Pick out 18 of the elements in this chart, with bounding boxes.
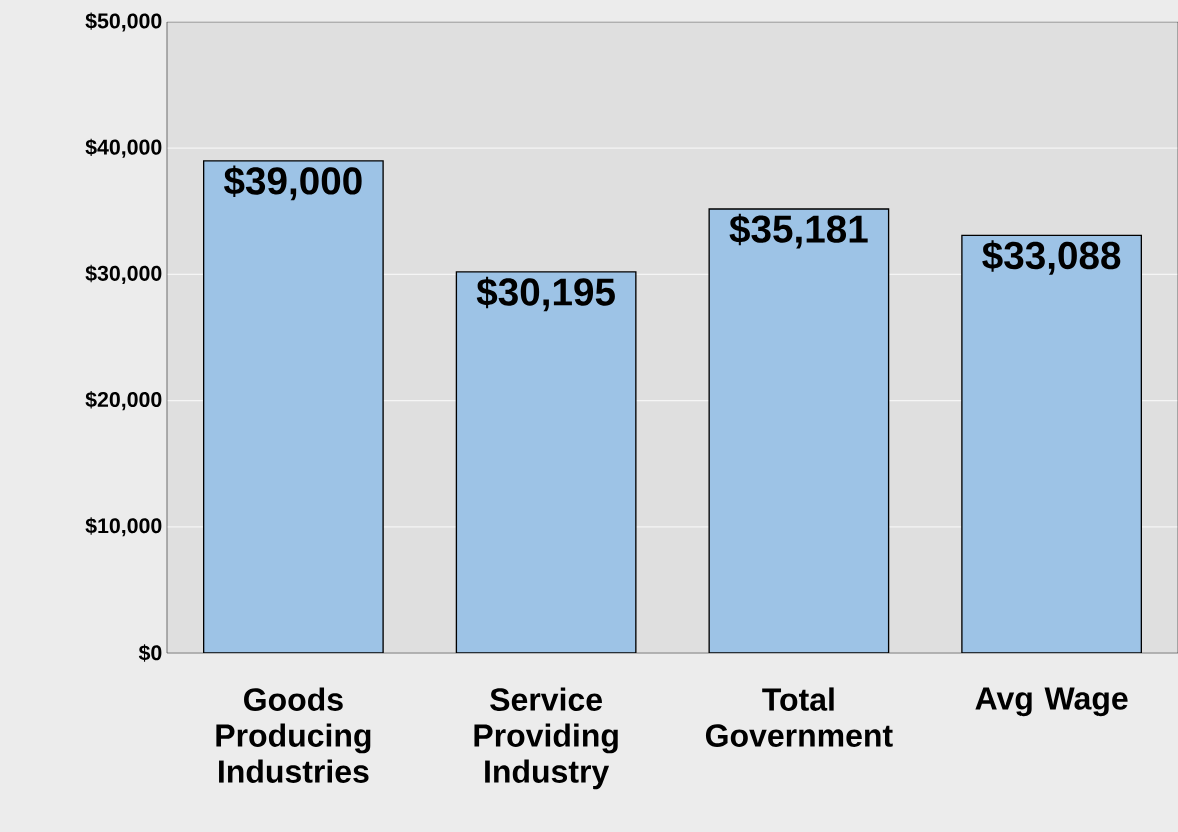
data-label: $39,000 [223, 165, 362, 201]
y-tick-label: $10,000 [85, 517, 162, 537]
data-label: $33,088 [982, 240, 1121, 275]
y-tick-label: $20,000 [85, 391, 162, 411]
bar [709, 209, 889, 653]
bar [203, 160, 384, 653]
y-tick-label: $0 [138, 644, 162, 662]
data-label: $35,181 [729, 213, 868, 249]
x-tick-label: Service Providing Industry [474, 687, 618, 790]
bar [961, 234, 1143, 653]
bar [456, 271, 636, 653]
y-tick-label: $40,000 [85, 138, 162, 158]
y-tick-label: $50,000 [85, 12, 162, 32]
data-label: $30,195 [476, 276, 615, 312]
x-tick-label: Goods Producing Industries [216, 687, 371, 783]
x-tick-label: Total Government [705, 687, 893, 747]
x-tick-label: Avg Wage [975, 687, 1128, 717]
y-tick-label: $30,000 [85, 264, 162, 284]
